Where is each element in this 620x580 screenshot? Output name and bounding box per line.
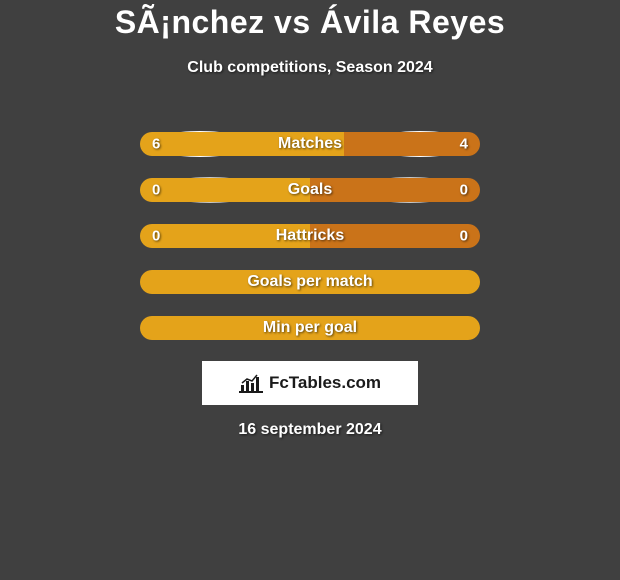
stat-bar: Min per goal	[140, 316, 480, 340]
stat-bar: 0 0 Hattricks	[140, 224, 480, 248]
stat-bar: 6 4 Matches	[140, 132, 480, 156]
stat-row: 0 0 Hattricks	[140, 213, 480, 259]
source-logo: FcTables.com	[202, 361, 418, 405]
stat-row: Min per goal	[140, 305, 480, 351]
logo-text: FcTables.com	[269, 373, 381, 393]
stat-label: Goals per match	[247, 273, 372, 291]
stat-label: Min per goal	[263, 319, 357, 337]
stat-value-right: 0	[460, 182, 468, 199]
chart-icon	[239, 373, 263, 393]
stat-value-left: 0	[152, 228, 160, 245]
stat-value-right: 0	[460, 228, 468, 245]
stat-value-left: 6	[152, 136, 160, 153]
stats-comparison-card: SÃ¡nchez vs Ávila Reyes Club competition…	[0, 0, 620, 439]
page-title: SÃ¡nchez vs Ávila Reyes	[115, 4, 505, 41]
stat-row: 6 4 Matches	[140, 121, 480, 167]
stat-label: Goals	[288, 181, 332, 199]
stat-value-right: 4	[460, 136, 468, 153]
stat-rows: 6 4 Matches 0 0 Goals 0 0 Hattricks Goals per mat…	[140, 121, 480, 351]
generation-date: 16 september 2024	[238, 421, 381, 439]
stat-bar: 0 0 Goals	[140, 178, 480, 202]
stat-label: Matches	[278, 135, 342, 153]
stat-row: Goals per match	[140, 259, 480, 305]
stat-row: 0 0 Goals	[140, 167, 480, 213]
stat-value-left: 0	[152, 182, 160, 199]
stat-label: Hattricks	[276, 227, 344, 245]
subtitle: Club competitions, Season 2024	[187, 59, 432, 77]
stat-bar: Goals per match	[140, 270, 480, 294]
